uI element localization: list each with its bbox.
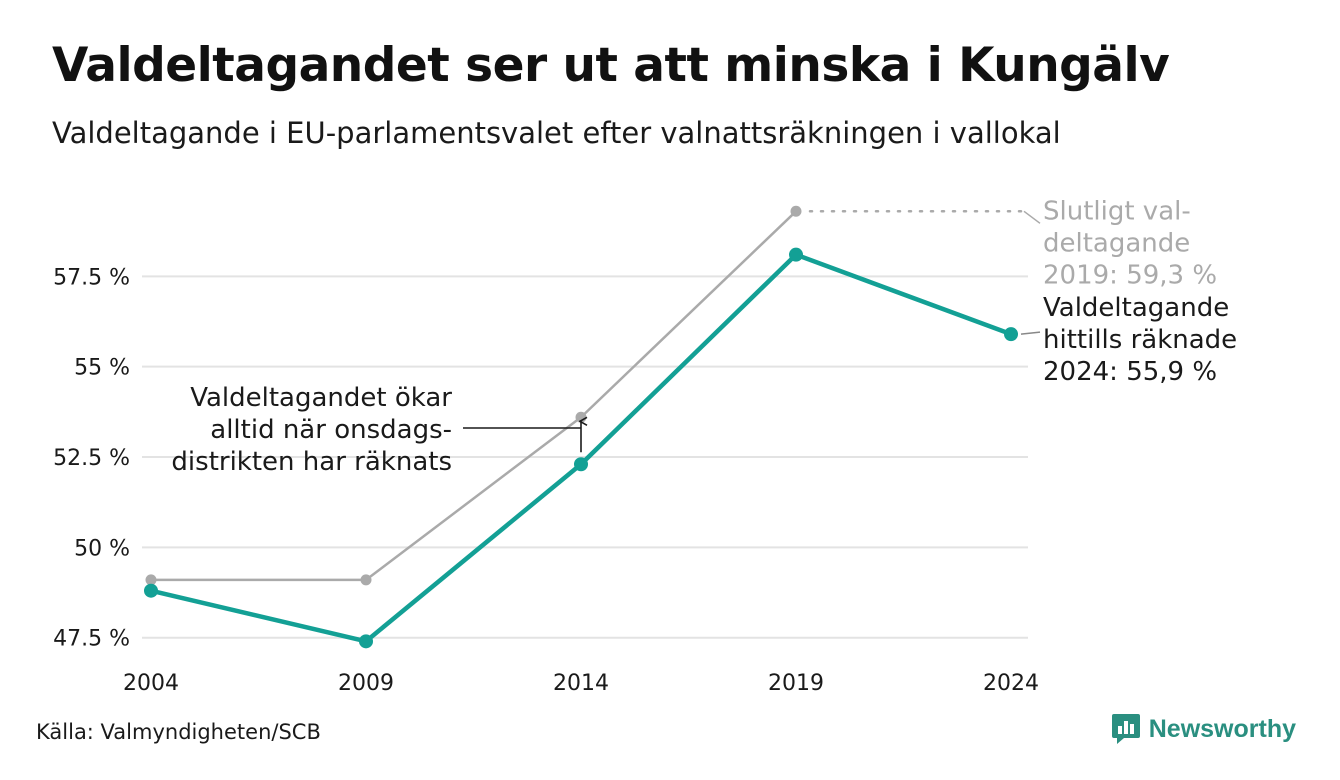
current-label-connector — [1020, 331, 1041, 335]
y-tick-label: 52.5 % — [53, 446, 130, 471]
brand-logo: Newsworthy — [1111, 712, 1296, 746]
note-label-line: Valdeltagandet ökar — [190, 383, 452, 413]
note-label-line: alltid när onsdags- — [210, 415, 452, 445]
final-turnout-point — [360, 574, 372, 586]
election-night-point — [1004, 327, 1018, 342]
chart-subtitle: Valdeltagande i EU-parlamentsvalet efter… — [52, 116, 1061, 150]
note-label: Valdeltagandet ökar alltid när onsdags-di… — [171, 383, 452, 477]
x-tick-label: 2009 — [338, 671, 394, 696]
final-turnout-point — [145, 574, 157, 586]
source-note: Källa: Valmyndigheten/SCB — [36, 720, 321, 744]
note-label-line: distrikten har räknats — [171, 447, 452, 477]
final-turnout-label-line: 2019: 59,3 % — [1043, 260, 1217, 290]
series — [144, 205, 1018, 649]
x-axis: 2004 2009 2014 2019 2024 — [123, 671, 1039, 696]
election-night-point — [359, 634, 373, 649]
election-night-point — [574, 457, 588, 472]
y-tick-label: 50 % — [74, 536, 130, 561]
newsworthy-logo-icon — [1111, 714, 1140, 744]
x-tick-label: 2019 — [768, 671, 824, 696]
y-tick-label: 57.5 % — [53, 265, 130, 290]
final-turnout-label: Slutligt val-deltagande 2019: 59,3 % — [1043, 196, 1217, 290]
y-axis: 47.5 % 50 % 52.5 % 55 % 57.5 % — [53, 265, 130, 651]
x-tick-label: 2024 — [983, 671, 1039, 696]
final-turnout-label-line: deltagande — [1043, 228, 1190, 258]
current-turnout-label-line: hittills räknade — [1043, 325, 1237, 355]
gridlines — [142, 275, 1028, 639]
final-label-connector — [1023, 210, 1041, 224]
chart-title: Valdeltagandet ser ut att minska i Kungä… — [52, 38, 1170, 93]
final-turnout-point — [790, 205, 802, 217]
y-tick-label: 47.5 % — [53, 627, 130, 652]
election-night-point — [789, 247, 803, 262]
current-turnout-label-line: 2024: 55,9 % — [1043, 357, 1217, 387]
brand-name: Newsworthy — [1148, 714, 1296, 743]
x-tick-label: 2014 — [553, 671, 609, 696]
annotations: Slutligt val-deltagande 2019: 59,3 %Valde… — [171, 196, 1237, 477]
y-tick-label: 55 % — [74, 356, 130, 381]
final-turnout-line — [151, 210, 797, 582]
current-turnout-label-line: Valdeltagande — [1043, 293, 1229, 323]
election-night-point — [144, 583, 158, 598]
current-turnout-label: Valdeltagande hittills räknade 2024: 55,9 … — [1043, 293, 1237, 387]
x-tick-label: 2004 — [123, 671, 179, 696]
final-turnout-label-line: Slutligt val- — [1043, 196, 1191, 226]
final-turnout-point — [575, 411, 587, 423]
